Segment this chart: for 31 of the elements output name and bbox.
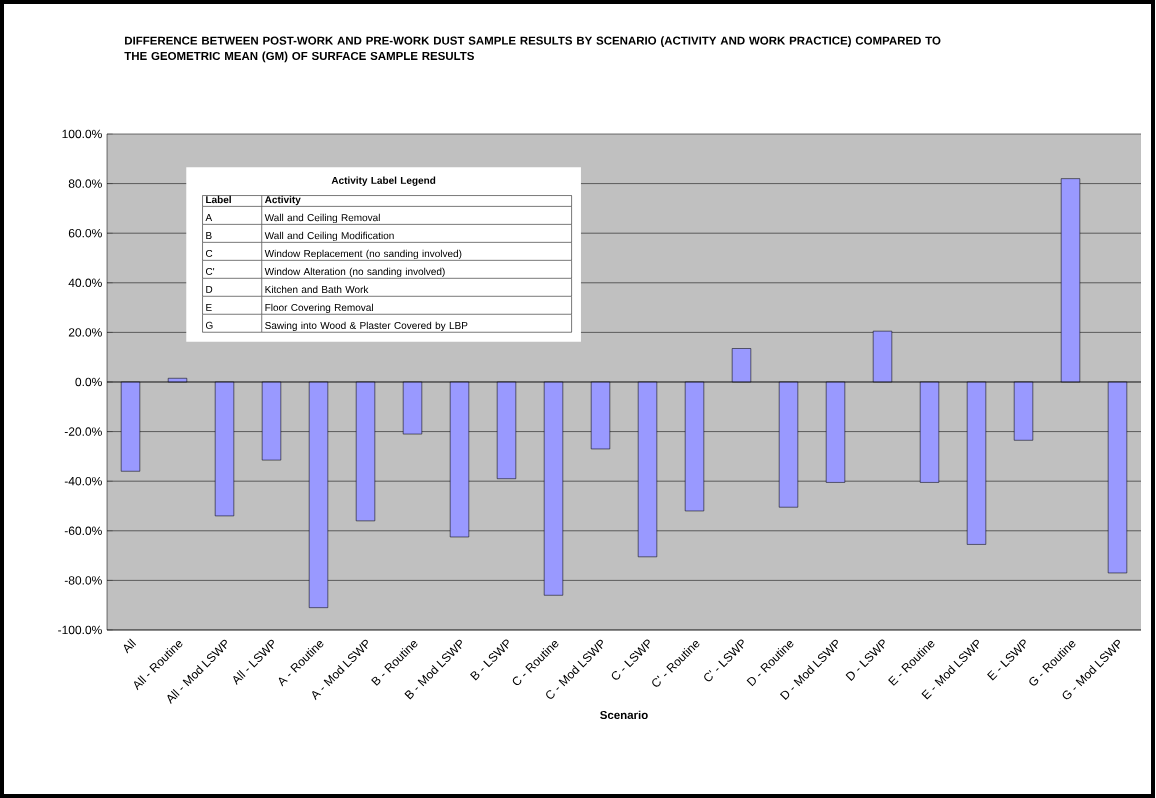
annotation: Window Alteration (no sanding involved) [264, 267, 445, 278]
annotation: Wall and Ceiling Removal [264, 213, 380, 224]
annotation: G [205, 321, 213, 329]
annotation: D [206, 285, 213, 293]
annotation: Floor Covering Removal [265, 303, 373, 314]
x-tick-label: All [123, 638, 137, 654]
y-tick-label: 0.0% [75, 377, 102, 387]
y-tick-label: -60.0% [64, 526, 102, 536]
annotation: Window Replacement (no sanding involved) [264, 249, 462, 260]
y-tick-label: -20.0% [64, 427, 102, 436]
y-tick-label: 80.0% [68, 179, 102, 188]
annotation: Wall and Ceiling Modification [264, 231, 394, 242]
y-tick-label: 40.0% [68, 278, 102, 288]
y-tick-label: 20.0% [68, 328, 102, 337]
annotation: Sawing into Wood & Plaster Covered by LBP [265, 321, 468, 331]
annotation: Activity Label Legend [331, 176, 436, 186]
y-tick-label: 100.0% [62, 129, 102, 139]
x-axis-title: Scenario [600, 710, 648, 720]
y-tick-label: -100.0% [58, 625, 102, 635]
y-tick-label: 60.0% [68, 228, 102, 238]
annotation: C [205, 249, 213, 257]
annotation: E [206, 303, 212, 311]
annotation: A [205, 214, 213, 221]
annotation: B [206, 232, 212, 239]
y-tick-label: -40.0% [64, 476, 102, 486]
annotation: C' [205, 267, 215, 275]
y-tick-label: -80.0% [64, 576, 102, 585]
annotation: Kitchen and Bath Work [265, 285, 369, 294]
annotation: Activity [264, 195, 301, 206]
annotation: Label [206, 195, 231, 204]
chart-title: DIFFERENCE BETWEEN POST-WORK AND PRE-WORK DUST SAMPLE RESULTS BY SCENARIO (ACTIVITY AND WORK PRACTICE) COMPARED TO THE GEOMETRIC MEAN (GM) OF SURFACE SAMPLE RESULTS [124, 36, 941, 63]
